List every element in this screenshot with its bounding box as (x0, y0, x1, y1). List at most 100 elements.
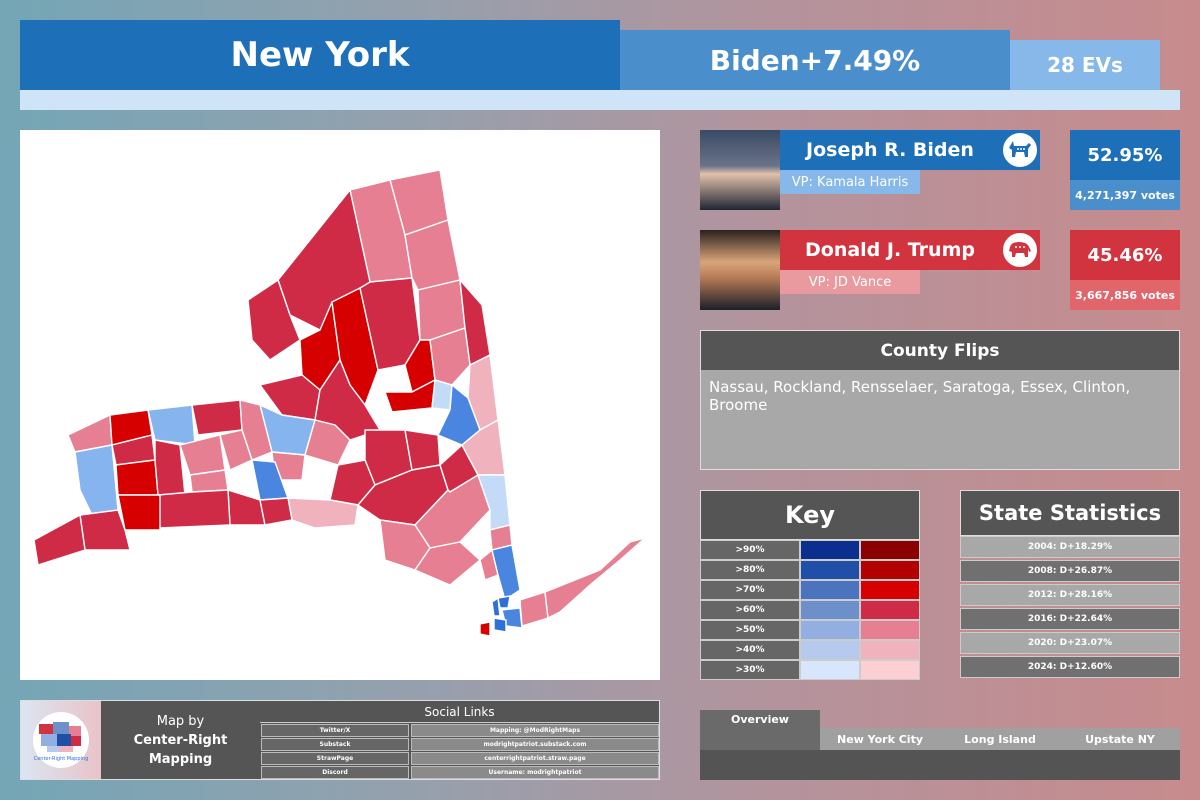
tab-upstate-ny[interactable]: Upstate NY (1085, 732, 1155, 746)
county-erie[interactable] (74, 444, 119, 516)
social-platform: Substack (261, 738, 409, 751)
social-handle[interactable]: modrightpatriot.substack.com (411, 738, 659, 751)
key-row: >90% (700, 540, 920, 560)
county-allegany[interactable] (117, 494, 161, 531)
county-chautauqua[interactable] (33, 514, 86, 566)
tab-new-york-city[interactable]: New York City (836, 732, 923, 746)
social-links-title: Social Links (260, 701, 659, 723)
key-red-swatch (860, 600, 920, 620)
key-blue-swatch (800, 620, 860, 640)
key-label: >30% (700, 660, 800, 680)
key-row: >80% (700, 560, 920, 580)
state-margin: Biden+7.49% (620, 30, 1010, 90)
key-label: >50% (700, 620, 800, 640)
elephant-icon (1001, 231, 1039, 269)
key-label: >90% (700, 540, 800, 560)
biden-vp: VP: Kamala Harris (780, 170, 920, 194)
county-bronx[interactable] (497, 595, 511, 609)
tab-overview[interactable]: Overview (700, 710, 820, 750)
key-red-swatch (860, 620, 920, 640)
key-red-swatch (860, 660, 920, 680)
biden-name: Joseph R. Biden (780, 130, 1040, 170)
county-wyoming[interactable] (115, 459, 159, 496)
county-map[interactable] (20, 130, 660, 680)
key-red-swatch (860, 640, 920, 660)
tab-panel (700, 750, 1180, 780)
biden-photo (700, 130, 780, 210)
stat-row-2012: 2012: D+28.16% (960, 584, 1180, 606)
social-platform: Twitter/X (261, 724, 409, 737)
key-row: >70% (700, 580, 920, 600)
stat-row-2004: 2004: D+18.29% (960, 536, 1180, 558)
county-flips-title: County Flips (700, 330, 1180, 370)
biden-votes: 4,271,397 votes (1070, 180, 1180, 210)
map-by-label: Map by (156, 713, 205, 729)
county-monroe[interactable] (147, 404, 196, 446)
key-label: >70% (700, 580, 800, 600)
county-saratoga[interactable] (429, 327, 471, 386)
county-wayne[interactable] (191, 399, 243, 436)
elephant-icon-svg (1009, 242, 1031, 257)
county-kings[interactable] (493, 617, 507, 633)
key-blue-swatch (800, 600, 860, 620)
key-row: >50% (700, 620, 920, 640)
author-logo: Center-Right Mapping (21, 701, 101, 779)
key-blue-swatch (800, 640, 860, 660)
stat-row-2008: 2008: D+26.87% (960, 560, 1180, 582)
county-richmond[interactable] (479, 621, 491, 637)
county-steuben[interactable] (157, 489, 231, 529)
key-label: >40% (700, 640, 800, 660)
author-name: Center-Right Mapping (133, 732, 228, 767)
county-tioga[interactable] (259, 497, 293, 526)
biden-percent: 52.95% (1070, 130, 1180, 180)
key-blue-swatch (800, 540, 860, 560)
new-york-map-svg[interactable] (20, 130, 660, 680)
key-title: Key (700, 490, 920, 540)
donkey-icon-svg (1009, 141, 1031, 157)
state-title: New York (20, 20, 620, 90)
key-label: >80% (700, 560, 800, 580)
credit-text: Map by Center-Right Mapping (101, 701, 260, 779)
electoral-votes: 28 EVs (1010, 40, 1160, 90)
key-blue-swatch (800, 660, 860, 680)
header-accent-bar (20, 90, 1180, 110)
key-red-swatch (860, 540, 920, 560)
county-broome[interactable] (287, 497, 359, 529)
county-cayuga[interactable] (239, 399, 273, 461)
key-blue-swatch (800, 560, 860, 580)
stat-row-2024: 2024: D+12.60% (960, 656, 1180, 678)
tab-long-island[interactable]: Long Island (964, 732, 1036, 746)
trump-vp: VP: JD Vance (780, 270, 920, 294)
state-statistics-title: State Statistics (960, 490, 1180, 536)
county-schoharie[interactable] (404, 429, 441, 471)
logo-text: Center-Right Mapping (34, 756, 89, 762)
logo-icon: Center-Right Mapping (33, 712, 89, 768)
social-platform: Discord (261, 766, 409, 779)
trump-percent: 45.46% (1070, 230, 1180, 280)
tab-strip (820, 728, 1180, 750)
county-schenectady[interactable] (431, 379, 453, 411)
social-handle[interactable]: Mapping: @ModRightMaps (411, 724, 659, 737)
county-madison[interactable] (304, 419, 351, 466)
trump-photo (700, 230, 780, 310)
social-platform: StrawPage (261, 752, 409, 765)
county-new-york[interactable] (491, 597, 501, 617)
key-red-swatch (860, 560, 920, 580)
county-suffolk[interactable] (544, 537, 646, 619)
donkey-icon (1001, 131, 1039, 169)
social-handle[interactable]: centerrightpatriot.straw.page (411, 752, 659, 765)
trump-name: Donald J. Trump (780, 230, 1040, 270)
county-flips-list: Nassau, Rockland, Rensselaer, Saratoga, … (700, 370, 1180, 470)
social-handle[interactable]: Username: modrightpatriot (411, 766, 659, 779)
county-orange[interactable] (414, 541, 481, 586)
key-label: >60% (700, 600, 800, 620)
stat-row-2020: 2020: D+23.07% (960, 632, 1180, 654)
stat-row-2016: 2016: D+22.64% (960, 608, 1180, 630)
key-row: >60% (700, 600, 920, 620)
trump-votes: 3,667,856 votes (1070, 280, 1180, 310)
key-blue-swatch (800, 580, 860, 600)
county-nassau[interactable] (519, 591, 549, 627)
key-row: >40% (700, 640, 920, 660)
county-westchester[interactable] (491, 544, 521, 601)
key-row: >30% (700, 660, 920, 680)
